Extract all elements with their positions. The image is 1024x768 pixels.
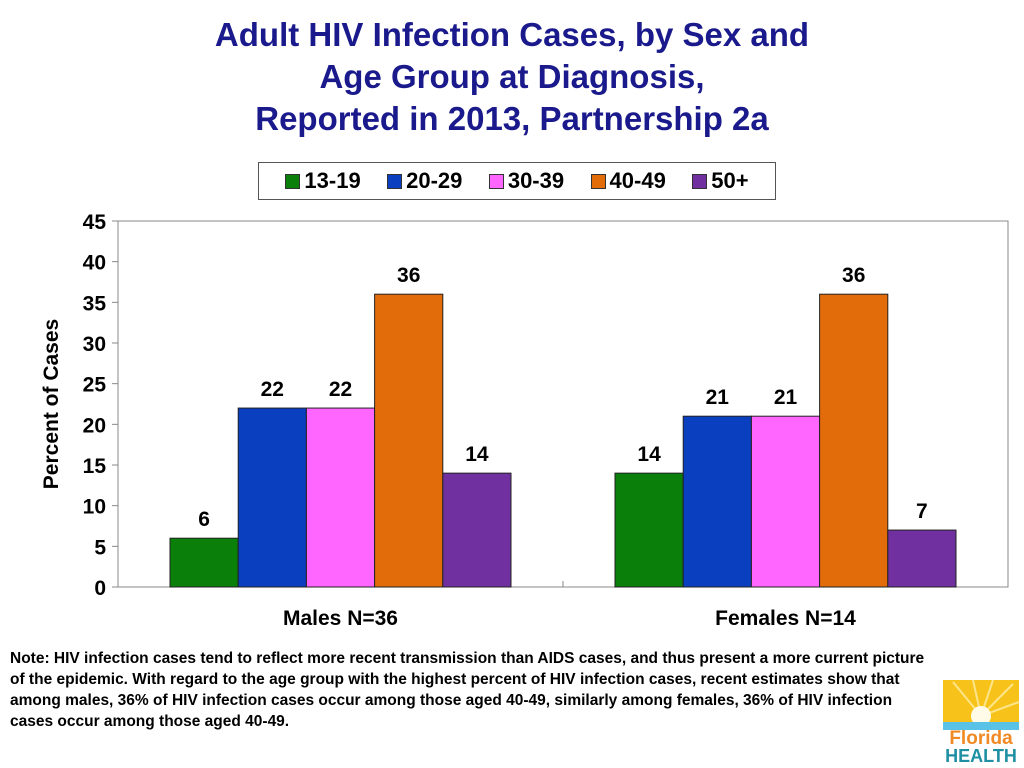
chart-title: Adult HIV Infection Cases, by Sex and Ag… bbox=[0, 14, 1024, 140]
y-tick-label: 25 bbox=[83, 374, 107, 397]
legend-item: 13-19 bbox=[285, 168, 361, 194]
bar bbox=[442, 472, 512, 588]
florida-health-logo: Florida HEALTH bbox=[943, 680, 1019, 764]
legend-item: 20-29 bbox=[387, 168, 462, 194]
bar bbox=[887, 529, 957, 588]
data-label: 21 bbox=[774, 386, 798, 409]
legend-item: 40-49 bbox=[590, 168, 666, 194]
bar-chart: 0 5 10 15 20 25 30 35 40 45 Percent of Cases 6 22 22 3… bbox=[40, 211, 1009, 630]
y-axis-title: Percent of Cases bbox=[40, 319, 63, 489]
y-tick-label: 20 bbox=[83, 414, 106, 437]
legend: 13-19 20-29 30-39 40-49 50+ bbox=[258, 162, 776, 200]
logo-health: HEALTH bbox=[945, 746, 1017, 764]
legend-label: 30-39 bbox=[507, 168, 565, 193]
y-tick-label: 35 bbox=[83, 292, 107, 315]
logo-florida: Florida bbox=[949, 728, 1013, 749]
title-line-1: Adult HIV Infection Cases, by Sex and bbox=[214, 16, 810, 53]
legend-swatch bbox=[387, 173, 403, 189]
x-category-label: Females N=14 bbox=[715, 607, 856, 630]
legend-label: 50+ bbox=[711, 168, 749, 193]
title-line-3: Reported in 2013, Partnership 2a bbox=[255, 100, 769, 137]
legend-swatch bbox=[488, 173, 504, 189]
x-category-label: Males N=36 bbox=[283, 607, 398, 630]
y-tick-label: 0 bbox=[94, 577, 106, 600]
data-label: 36 bbox=[842, 264, 865, 287]
legend-label: 20-29 bbox=[406, 168, 463, 193]
data-label: 14 bbox=[465, 443, 489, 466]
data-label: 6 bbox=[198, 508, 210, 531]
data-label: 14 bbox=[637, 443, 661, 466]
y-tick-label: 15 bbox=[83, 455, 107, 478]
data-label: 22 bbox=[329, 378, 352, 401]
legend-label: 13-19 bbox=[304, 168, 361, 193]
bar bbox=[305, 407, 376, 588]
y-tick-label: 5 bbox=[94, 536, 106, 559]
legend-swatch bbox=[285, 173, 301, 189]
y-tick-label: 40 bbox=[83, 252, 106, 275]
legend-swatch bbox=[590, 173, 606, 189]
bar bbox=[374, 293, 444, 588]
data-label: 21 bbox=[706, 386, 730, 409]
bar bbox=[614, 472, 684, 588]
y-tick-label: 30 bbox=[83, 333, 106, 356]
data-label: 22 bbox=[261, 378, 284, 401]
legend-item: 50+ bbox=[692, 168, 749, 194]
y-tick-label: 45 bbox=[83, 211, 107, 234]
bar bbox=[169, 537, 239, 588]
title-line-2: Age Group at Diagnosis, bbox=[319, 58, 705, 95]
legend-swatch bbox=[692, 173, 708, 189]
bar bbox=[819, 293, 889, 588]
data-label: 36 bbox=[397, 264, 420, 287]
legend-item: 30-39 bbox=[488, 168, 565, 194]
bar bbox=[237, 407, 307, 588]
data-label: 7 bbox=[916, 500, 928, 523]
bar bbox=[682, 415, 752, 588]
legend-label: 40-49 bbox=[609, 168, 666, 193]
y-tick-label: 10 bbox=[83, 496, 106, 519]
footnote: Note: HIV infection cases tend to reflec… bbox=[10, 650, 925, 730]
bar bbox=[750, 415, 821, 588]
